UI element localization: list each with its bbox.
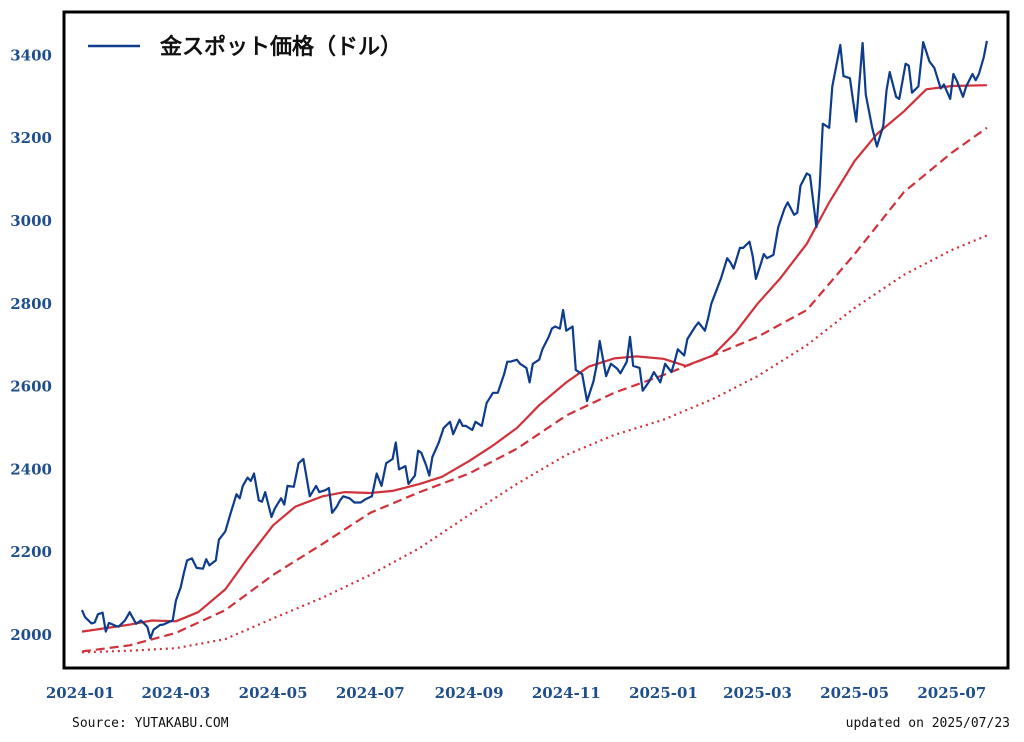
source-label: Source: YUTAKABU.COM: [72, 716, 229, 731]
x-tick-label: 2025-01: [629, 684, 698, 702]
y-tick-label: 2600: [10, 378, 52, 396]
x-tick-label: 2024-03: [141, 684, 210, 702]
x-tick-label: 2025-03: [723, 684, 792, 702]
series-layer: [80, 40, 988, 654]
y-tick-label: 3000: [10, 212, 52, 230]
x-tick-label: 2025-07: [917, 684, 986, 702]
y-tick-label: 2800: [10, 295, 52, 313]
x-tick-label: 2025-05: [820, 684, 889, 702]
moving-average-solid-line: [81, 84, 987, 633]
gold-price-line: [80, 40, 988, 640]
y-tick-label: 3200: [10, 129, 52, 147]
y-axis-ticks: 2000 2200 2400 2600 2800 3000 3200 3400: [10, 46, 52, 644]
moving-average-dashed-line: [81, 126, 988, 653]
x-tick-label: 2024-01: [46, 684, 115, 702]
plot-frame: [62, 10, 1010, 670]
x-tick-label: 2024-09: [435, 684, 504, 702]
updated-label: updated on 2025/07/23: [846, 716, 1010, 731]
x-tick-label: 2024-05: [239, 684, 308, 702]
x-tick-label: 2024-11: [532, 684, 601, 702]
y-tick-label: 2400: [10, 460, 52, 478]
y-tick-label: 2200: [10, 543, 52, 561]
legend: 金スポット価格（ドル）: [88, 34, 402, 60]
x-axis-ticks: 2024-01 2024-03 2024-05 2024-07 2024-09 2024-…: [46, 684, 986, 702]
y-tick-label: 2000: [10, 626, 52, 644]
moving-average-dotted-line: [81, 234, 988, 654]
y-tick-label: 3400: [10, 46, 52, 64]
x-tick-label: 2024-07: [336, 684, 405, 702]
legend-label-gold: 金スポット価格（ドル）: [159, 34, 402, 60]
